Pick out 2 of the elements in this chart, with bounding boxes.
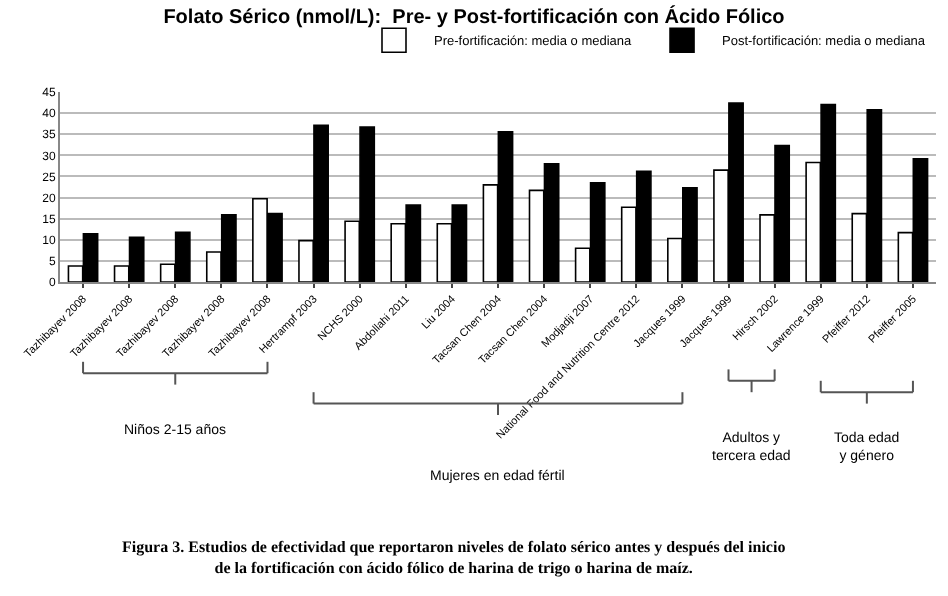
text: Figura 3. Estudios de efectividad que reportaron niveles de folato sérico antes y después del inicio de la fortificación con ácido fólico de harina de trigo o harina de maíz. (122, 538, 786, 577)
chart-title: Folato Sérico (nmol/L): Pre- y Post-fortificación con Ácido Fólico (163, 4, 785, 29)
